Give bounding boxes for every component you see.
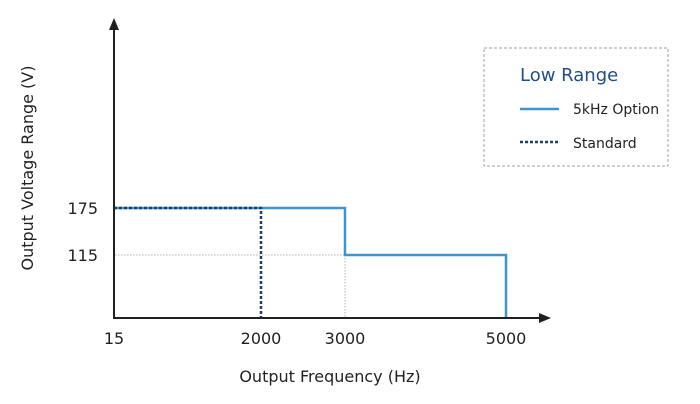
y-axis-label: Output Voltage Range (V) xyxy=(18,66,37,271)
x-axis-label: Output Frequency (Hz) xyxy=(239,367,420,386)
x-tick-label: 3000 xyxy=(325,329,366,348)
x-tick-label: 2000 xyxy=(241,329,282,348)
x-axis-arrow-icon xyxy=(539,313,551,323)
series-group xyxy=(114,206,508,317)
y-tick-label: 175 xyxy=(67,199,98,218)
tick-labels: 15 2000 3000 5000 175 115 xyxy=(67,199,526,348)
legend-box xyxy=(483,47,669,167)
x-tick-label: 15 xyxy=(104,329,124,348)
y-tick-label: 115 xyxy=(67,246,98,265)
axes xyxy=(109,18,551,323)
series-line-5khz-option xyxy=(114,206,508,317)
y-axis-arrow-icon xyxy=(109,18,119,30)
grid-lines xyxy=(115,254,346,317)
series-line-standard xyxy=(114,206,263,317)
x-tick-label: 5000 xyxy=(486,329,527,348)
legend-label-5khz-option: 5kHz Option xyxy=(573,102,659,118)
legend-label-standard: Standard xyxy=(573,136,637,152)
legend-title: Low Range xyxy=(520,65,618,86)
legend: Low Range 5kHz Option Standard xyxy=(483,47,669,167)
